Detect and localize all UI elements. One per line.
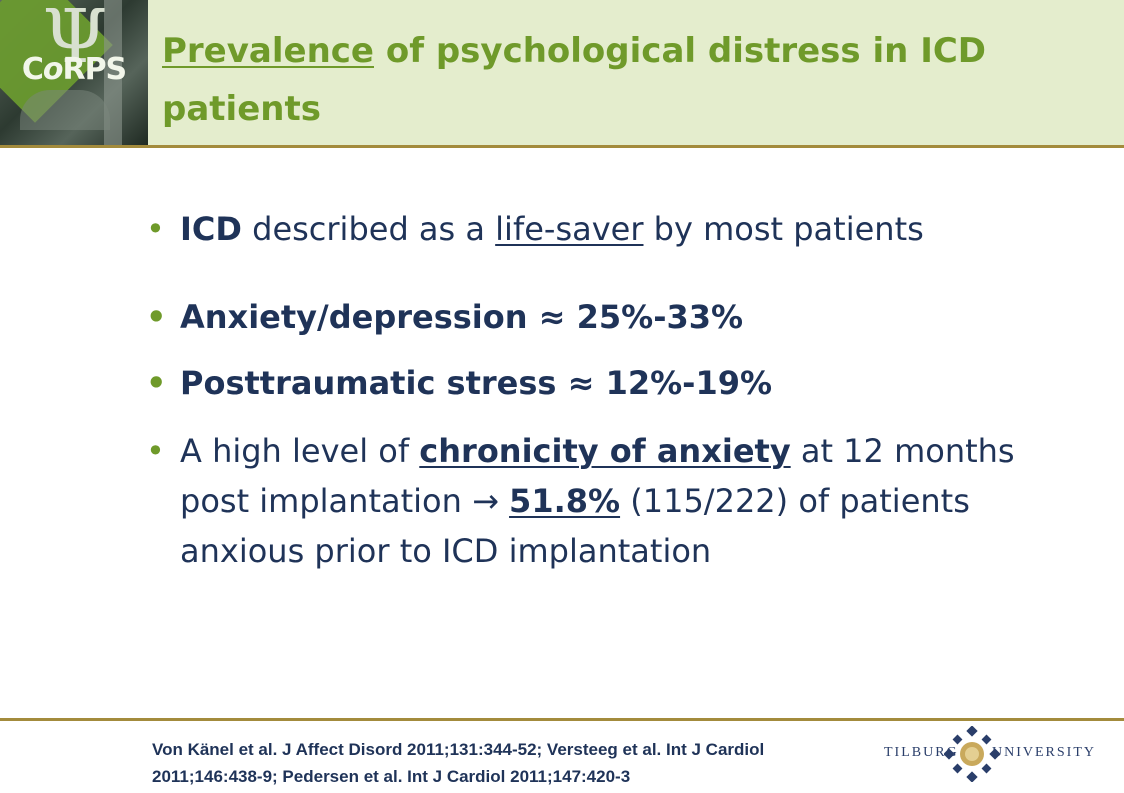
bullet-posttraumatic-stress: • Posttraumatic stress ≈ 12%-19% <box>146 352 1066 414</box>
bullet-anxiety-depression: • Anxiety/depression ≈ 25%-33% <box>146 286 1066 348</box>
footer-divider <box>0 718 1124 721</box>
title-rest: of psychological distress in ICD patient… <box>162 31 987 129</box>
university-seal-icon <box>944 726 1000 782</box>
bullet-marker: • <box>146 210 165 248</box>
header-band <box>0 0 1124 145</box>
tilburg-university-logo: TILBURG UNIVERSITY <box>884 726 1094 782</box>
psi-icon: Ψ <box>42 0 108 80</box>
bullet-life-saver: • ICD described as a life-saver by most p… <box>146 198 1066 260</box>
logo-arch-shape <box>20 90 110 130</box>
bullet-marker: • <box>146 432 165 470</box>
university-word-university: UNIVERSITY <box>992 745 1096 760</box>
university-word-tilburg: TILBURG <box>884 745 959 760</box>
bullet-chronicity: • A high level of chronicity of anxiety a… <box>146 426 1066 576</box>
bullet-marker: • <box>146 298 167 336</box>
corps-logo: Ψ CoRPS <box>0 0 148 145</box>
logo-pillar-shape <box>104 0 122 145</box>
slide-title: Prevalence of psychological distress in … <box>162 22 1102 138</box>
reference-citation: Von Känel et al. J Affect Disord 2011;13… <box>152 740 765 786</box>
bullet-list: • ICD described as a life-saver by most p… <box>146 198 1066 576</box>
title-underlined-word: Prevalence <box>162 31 374 71</box>
bullet-marker: • <box>146 364 167 402</box>
header-divider <box>0 145 1124 148</box>
logo-text: CoRPS <box>21 52 127 87</box>
